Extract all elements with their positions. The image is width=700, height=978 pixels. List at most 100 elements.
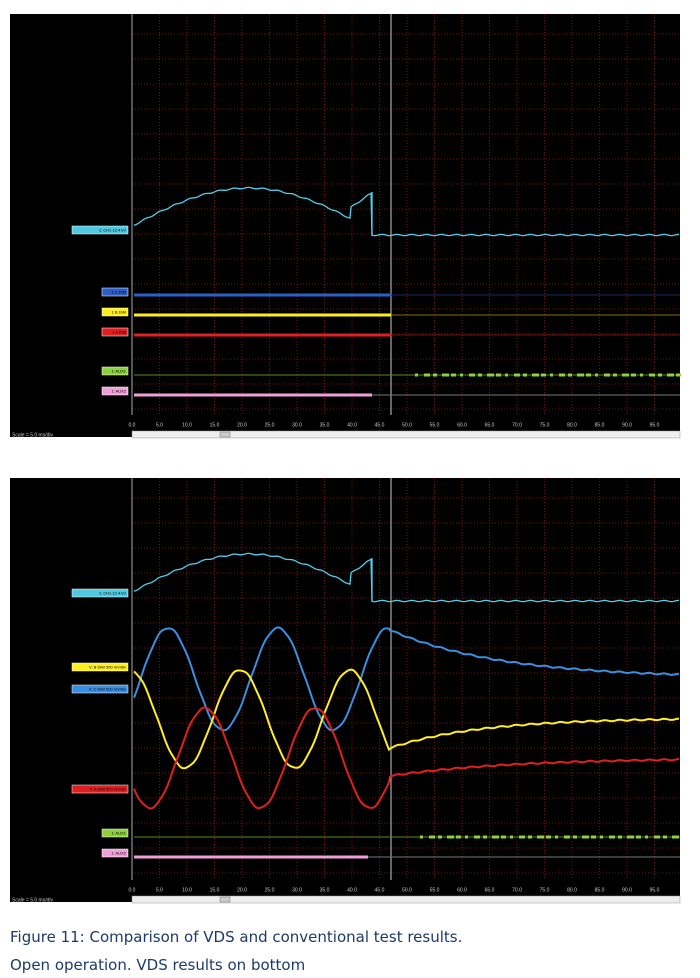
waveform [577,373,584,377]
waveform [492,835,499,839]
x-tick-label: 40.0 [347,422,357,428]
waveform [582,835,589,839]
x-tick-label: 65.0 [485,422,495,428]
x-tick-label: 10.0 [182,422,192,428]
waveform [627,835,634,839]
waveform [415,373,418,377]
x-tick-label: 30.0 [292,422,302,428]
scrollbar [131,430,681,439]
x-tick-label: 45.0 [375,887,385,893]
waveform [672,835,679,839]
waveform [420,835,423,839]
waveform [133,186,679,237]
x-tick-label: 5.0 [156,887,163,893]
x-tick-label: 30.0 [292,887,302,893]
waveform [555,835,558,839]
channel-tag [71,662,129,672]
waveform [429,835,435,839]
waveform [645,835,648,839]
channel-label: V: B DIM 500 mV/div [89,665,126,670]
x-tick-label: 15.0 [210,887,220,893]
waveform [613,373,617,377]
waveform [505,373,508,377]
channel-label: 1 C DIM [111,290,126,295]
channel-tag [101,307,129,317]
waveform [424,373,430,377]
waveform [649,373,655,377]
channel-tag [101,848,129,858]
waveform [663,835,667,839]
scrollbar-thumb [219,896,231,903]
x-tick-label: 20.0 [237,422,247,428]
waveform [546,835,551,839]
waveform [433,373,437,377]
waveform [474,835,480,839]
channel-tag [71,684,129,694]
channel-label: 1: AUX1 [111,369,126,374]
waveform [631,373,636,377]
channel-label: 1 A DIM [112,330,126,335]
waveform [618,835,622,839]
x-tick-label: 50.0 [402,887,412,893]
x-tick-label: 15.0 [210,422,220,428]
channel-label: 1: CH1 12.4 kV [99,591,126,596]
x-tick-label: 35.0 [320,887,330,893]
x-tick-label: 55.0 [430,887,440,893]
x-tick-label: 85.0 [595,887,605,893]
waveform [532,373,539,377]
waveform [573,835,577,839]
channel-tag [71,588,129,598]
scale-label: Scale = 5.0 ms/div [12,897,53,903]
caption-line: Figure 11: Comparison of VDS and convent… [10,928,463,946]
x-tick-label: 95.0 [650,887,660,893]
waveform [622,373,629,377]
screenshots: 0.0 5.0 10.0 15.0 20.0 25.0 30.0 35.0 40.0 45.0 50… [10,14,681,904]
waveform [559,373,565,377]
x-tick-label: 50.0 [402,422,412,428]
channel-tag [71,784,129,794]
x-tick-label: 0.0 [129,887,136,893]
x-tick-label: 95.0 [650,422,660,428]
channel-label: 1 B DIM [112,310,126,315]
channel-tag [101,828,129,838]
waveform [451,373,456,377]
channel-label: 1: CH1 12.4 kV [99,228,126,233]
waveform [442,373,449,377]
waveform [523,373,527,377]
x-tick-label: 80.0 [567,887,577,893]
x-tick-label: 40.0 [347,887,357,893]
waveform [133,626,679,732]
waveform [487,373,494,377]
caption-line: Open operation. VDS results on bottom [10,956,306,974]
x-tick-label: 20.0 [237,887,247,893]
waveform [465,835,468,839]
waveform [501,835,506,839]
x-tick-label: 45.0 [375,422,385,428]
x-tick-label: 85.0 [595,422,605,428]
waveform [667,373,674,377]
scale-label: Scale = 5.0 ms/div [12,432,53,438]
x-tick-label: 90.0 [622,887,632,893]
waveform [658,373,662,377]
x-tick-label: 70.0 [512,887,522,893]
scrollbar [131,895,681,904]
channel-tag [101,327,129,337]
waveform [541,373,546,377]
channel-tag [101,366,129,376]
x-tick-label: 75.0 [540,422,550,428]
x-tick-label: 65.0 [485,887,495,893]
waveform [537,835,544,839]
waveform [568,373,572,377]
waveform [609,835,615,839]
waveform [528,835,532,839]
channel-tag [101,386,129,396]
x-tick-label: 60.0 [457,887,467,893]
waveform [460,373,463,377]
x-tick-label: 55.0 [430,422,440,428]
waveform [133,706,680,810]
waveform [640,373,643,377]
x-tick-label: 90.0 [622,422,632,428]
waveform [636,835,641,839]
waveform [591,835,596,839]
